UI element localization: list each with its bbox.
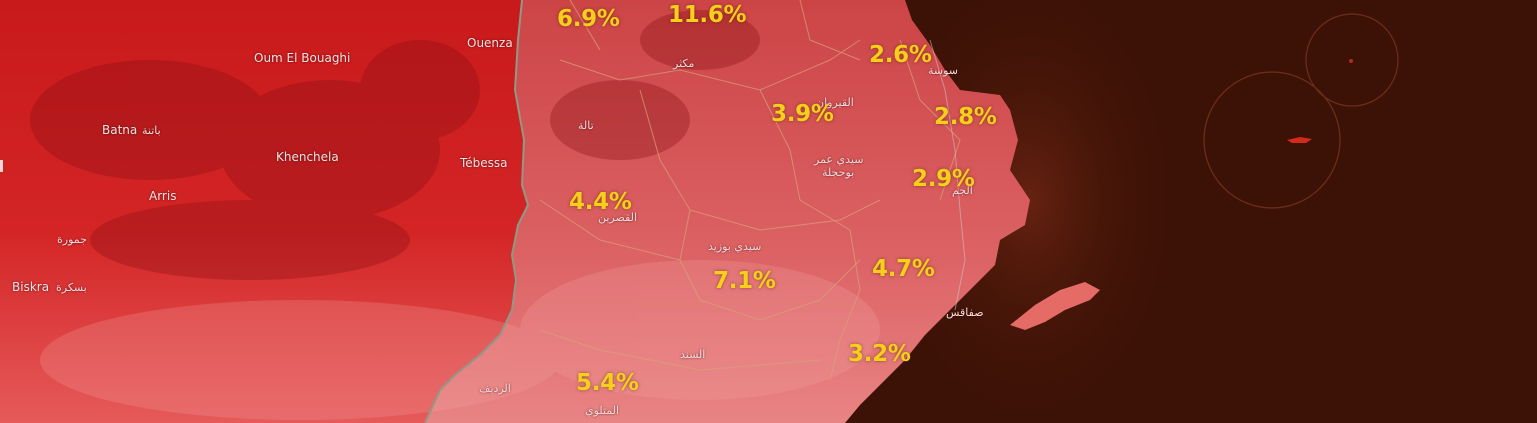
place-label-biskra-ar: بسكرة — [56, 281, 87, 294]
linosa-island — [1349, 59, 1353, 63]
value-label-3: 2.6% — [869, 42, 932, 68]
value-label-2: 11.6% — [668, 2, 747, 28]
lampedusa-island — [1287, 137, 1312, 143]
place-label-sened: السند — [680, 348, 706, 361]
coastal-road — [929, 39, 966, 311]
kerkennah-island — [1010, 282, 1100, 330]
place-label-kairouan: القيروان — [816, 96, 854, 109]
value-label-4: 3.9% — [771, 101, 834, 127]
place-label-arris: Arris — [149, 189, 177, 203]
place-label-khenchela: Khenchela — [276, 150, 339, 164]
value-label-11: 5.4% — [576, 370, 639, 396]
place-label-oum-el-bouaghi: Oum El Bouaghi — [254, 51, 351, 65]
value-label-6: 2.9% — [912, 166, 975, 192]
place-label-sidi-bouzid: سيدي بوزيد — [708, 240, 762, 253]
value-label-10: 3.2% — [848, 341, 911, 367]
place-label-kasserine: القصرين — [598, 211, 638, 224]
country-border — [424, 0, 530, 423]
place-label-jemora: جمورة — [57, 233, 87, 246]
island-halo-small — [1305, 13, 1399, 107]
value-label-7: 4.4% — [569, 189, 632, 215]
place-label-redeyef: الرديف — [479, 382, 511, 395]
place-label-thala: تالة — [578, 119, 594, 132]
value-label-1: 6.9% — [557, 6, 620, 32]
value-label-8: 4.7% — [872, 256, 935, 282]
map-edge-marker — [0, 160, 3, 172]
place-label-sidi-amor: سيدي عمر — [814, 153, 864, 166]
island-halo-large — [1203, 71, 1341, 209]
place-label-metlaoui: المتلوي — [585, 404, 620, 417]
terrain-shading — [30, 10, 760, 280]
place-label-batna-ar: باتنة — [142, 124, 161, 137]
place-label-sousse: سوسة — [928, 64, 959, 77]
tunisia-region — [425, 0, 1030, 423]
desert-lightening — [40, 260, 880, 420]
place-label-makthar: مكثر — [673, 57, 695, 70]
place-label-el-jem: الجم — [952, 184, 973, 197]
value-label-9: 7.1% — [713, 268, 776, 294]
value-label-5: 2.8% — [934, 104, 997, 130]
place-label-tebessa: Tébessa — [460, 156, 508, 170]
algeria-region — [0, 0, 528, 423]
region-boundaries — [539, 0, 961, 381]
place-label-biskra: Biskra — [12, 280, 50, 294]
place-label-batna: Batna — [102, 123, 138, 137]
place-label-ouenza: Ouenza — [467, 36, 513, 50]
place-label-sfax: صفاقس — [946, 306, 984, 319]
place-label-bouhajla: بوحجلة — [822, 166, 855, 179]
